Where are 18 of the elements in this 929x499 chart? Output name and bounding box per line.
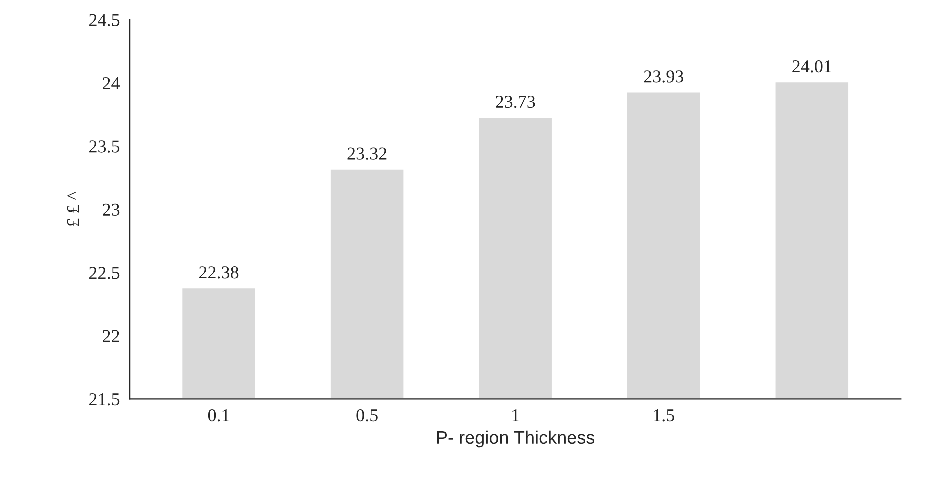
y-tick-label: 24.5 xyxy=(90,14,120,26)
data-label: 23.93 xyxy=(644,70,684,83)
x-tick-label: 0.1 xyxy=(208,409,230,422)
y-tick-label: 23.5 xyxy=(90,140,120,153)
x-tick-label: 0.5 xyxy=(356,409,378,422)
y-tick-label: 22.5 xyxy=(90,267,120,280)
y-tick-label: 22 xyxy=(103,330,120,342)
data-label: 24.01 xyxy=(792,60,832,73)
y-tick-label: 24 xyxy=(103,77,120,90)
data-label: 23.73 xyxy=(496,96,536,108)
x-tick-label: 1.5 xyxy=(654,410,674,422)
y-tick-label: 23 xyxy=(103,204,120,216)
x-tick-label: 1 xyxy=(512,410,520,422)
data-label: 22.38 xyxy=(200,266,239,279)
x-axis-title: P- region Thickness xyxy=(437,430,595,448)
y-tick-label: 21.5 xyxy=(90,394,120,406)
data-label: 23.32 xyxy=(348,148,387,160)
y-axis-title: £ £ ^ xyxy=(67,192,80,226)
